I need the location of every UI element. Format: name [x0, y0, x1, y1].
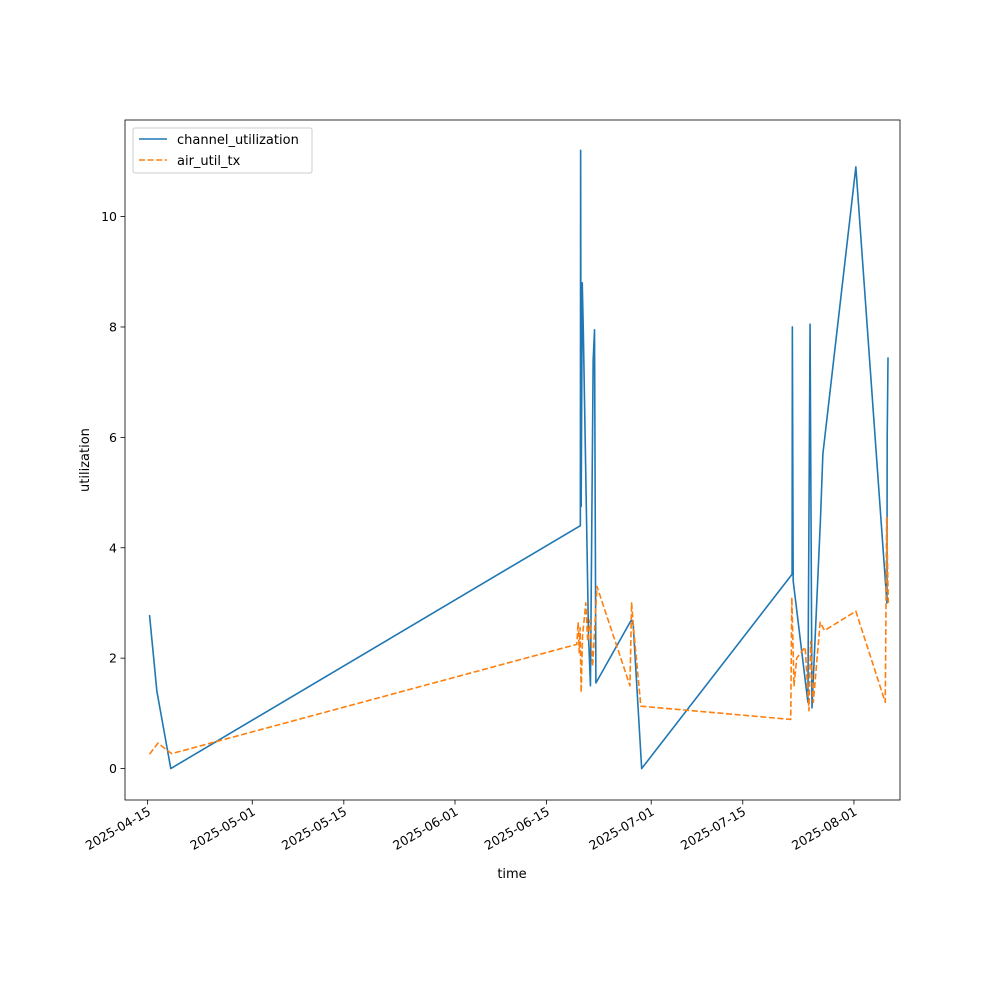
y-tick-label: 2 — [109, 651, 117, 666]
y-axis-ticks: 0 2 4 6 8 10 — [101, 209, 125, 776]
y-tick-label: 10 — [101, 209, 117, 224]
plot-area — [125, 120, 900, 800]
y-tick-label: 4 — [109, 540, 117, 555]
y-tick-label: 8 — [109, 319, 117, 334]
y-axis-label: utilization — [78, 428, 93, 492]
legend: channel_utilization air_util_tx — [132, 127, 313, 174]
legend-box — [132, 127, 313, 174]
series-layer — [148, 149, 890, 770]
series-line-air-util-tx — [148, 516, 890, 755]
legend-label-air-util-tx: air_util_tx — [177, 154, 241, 169]
y-tick-label: 6 — [109, 430, 117, 445]
plot-frame — [124, 119, 901, 801]
y-tick-label: 0 — [109, 761, 117, 776]
legend-label-channel-utilization: channel_utilization — [177, 133, 299, 148]
x-axis-label: time — [497, 867, 526, 882]
